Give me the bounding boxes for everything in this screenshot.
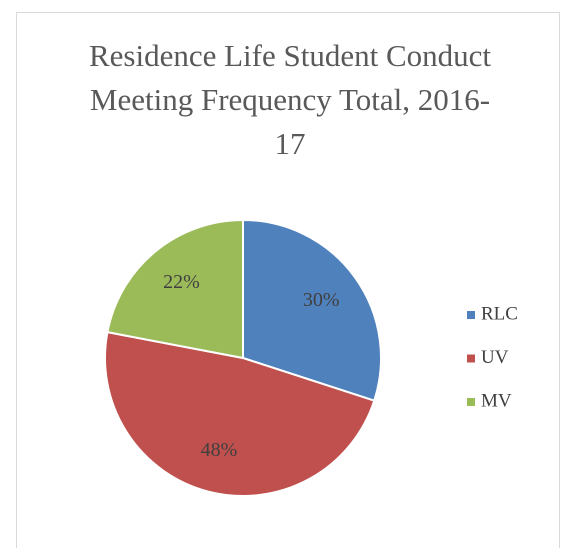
data-label: 30%: [303, 289, 340, 311]
legend-label: MV: [481, 390, 512, 411]
pie-slice: [242, 218, 382, 402]
pie-slice: [104, 330, 376, 498]
legend-label: RLC: [481, 303, 518, 324]
chart-title: Residence Life Student Conduct Meeting F…: [88, 38, 492, 161]
legend-swatch: [467, 354, 475, 363]
legend-swatch: [467, 398, 475, 406]
legend-label: UV: [481, 347, 509, 368]
data-label: 22%: [163, 271, 200, 293]
legend-swatch: [467, 311, 475, 319]
data-label: 48%: [201, 439, 238, 461]
chart-border: [16, 12, 560, 548]
pie-slice: [106, 218, 244, 360]
